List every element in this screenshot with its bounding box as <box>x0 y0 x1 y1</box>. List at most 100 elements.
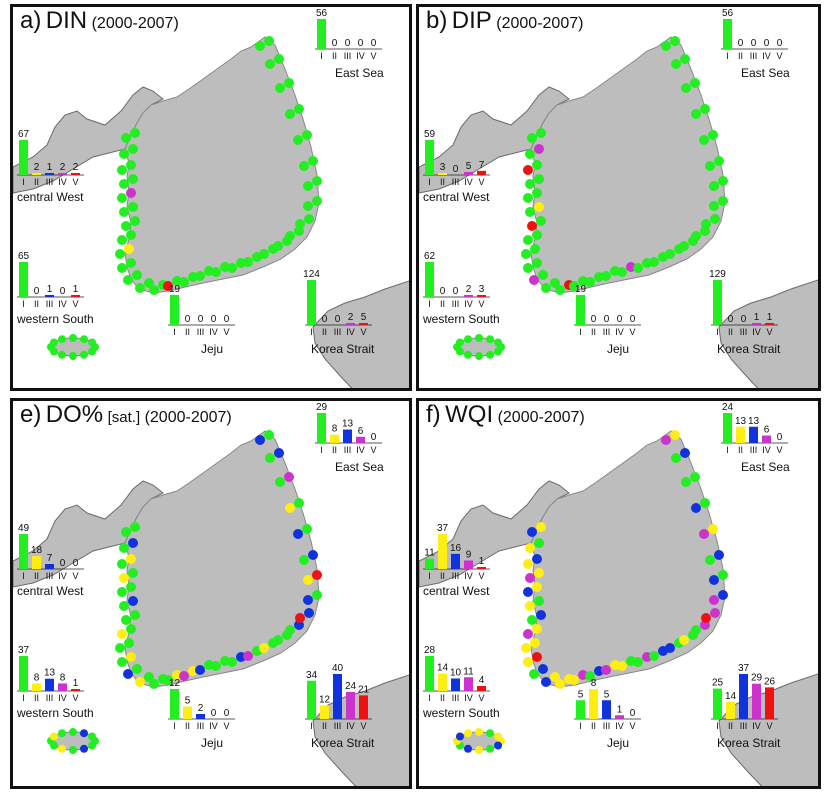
station-II <box>523 559 533 569</box>
station-I <box>661 41 671 51</box>
station-jeju-I <box>58 335 66 344</box>
station-I <box>523 235 533 245</box>
bar-value-label: 67 <box>18 129 30 140</box>
bar-V <box>765 687 774 719</box>
panel-period: (2000-2007) <box>496 15 584 32</box>
station-I <box>144 278 154 288</box>
bar-V <box>71 689 80 691</box>
bar-IV <box>58 173 67 175</box>
station-jeju-I <box>49 338 58 347</box>
station-I <box>119 601 129 611</box>
station-I <box>299 555 309 565</box>
bar-II <box>32 683 41 691</box>
bar-value-label: 0 <box>332 38 338 49</box>
station-II <box>670 430 680 440</box>
station-I <box>227 263 237 273</box>
bar-category-label: IV <box>464 571 473 581</box>
bar-value-label: 13 <box>748 416 760 427</box>
region-label: western South <box>16 312 94 326</box>
station-I <box>312 176 322 186</box>
bar-value-label: 8 <box>60 672 66 683</box>
station-IV <box>709 595 719 605</box>
panel-title: b) DIP (2000-2007) <box>426 9 583 33</box>
bar-category-label: III <box>452 693 460 703</box>
station-II <box>550 672 560 682</box>
station-I <box>117 587 127 597</box>
bar-V <box>71 295 80 297</box>
station-jeju-I <box>464 335 472 344</box>
region-label: East Sea <box>741 66 790 80</box>
bar-value-label: 13 <box>342 419 354 430</box>
station-I <box>285 109 295 119</box>
bar-value-label: 0 <box>741 314 747 325</box>
bar-value-label: 6 <box>764 425 770 436</box>
bar-category-label: III <box>46 693 54 703</box>
station-I <box>710 214 720 224</box>
panel-title: a) DIN (2000-2007) <box>20 9 179 33</box>
station-II <box>708 524 718 534</box>
bar-category-label: II <box>332 51 337 61</box>
bar-II <box>320 705 329 719</box>
bar-I <box>317 413 326 443</box>
bar-category-label: II <box>185 327 190 337</box>
station-I <box>117 193 127 203</box>
bar-V <box>477 170 486 175</box>
station-I <box>273 241 283 251</box>
panel-variable: DO% <box>45 401 104 428</box>
bar-value-label: 2 <box>60 162 66 173</box>
station-IV <box>534 144 544 154</box>
station-jeju-I <box>486 335 494 344</box>
bar-category-label: II <box>440 693 445 703</box>
bar-IV <box>752 323 761 325</box>
bar-value-label: 0 <box>604 314 610 325</box>
bar-value-label: 11 <box>463 666 474 677</box>
station-jeju-I <box>88 338 97 347</box>
bar-II <box>32 173 41 175</box>
station-I <box>617 267 627 277</box>
station-jeju-I <box>486 744 494 753</box>
bar-value-label: 0 <box>358 38 364 49</box>
station-I <box>274 54 284 64</box>
bar-category-label: IV <box>58 299 67 309</box>
station-jeju-I <box>88 732 97 741</box>
station-III <box>718 590 728 600</box>
bar-IV <box>464 677 473 691</box>
bar-category-label: I <box>173 327 176 337</box>
bar-value-label: 37 <box>738 663 750 674</box>
bar-value-label: 0 <box>777 38 783 49</box>
bar-category-label: II <box>738 51 743 61</box>
bar-value-label: 1 <box>479 556 485 567</box>
bar-I <box>713 688 722 719</box>
bar-category-label: I <box>579 721 582 731</box>
bar-category-label: IV <box>58 693 67 703</box>
station-I <box>130 610 140 620</box>
bar-category-label: V <box>629 327 635 337</box>
station-III <box>691 503 701 513</box>
station-I <box>144 672 154 682</box>
bar-V <box>477 295 486 297</box>
bar-category-label: V <box>72 299 78 309</box>
station-I <box>130 522 140 532</box>
bar-category-label: III <box>740 327 748 337</box>
station-I <box>532 230 542 240</box>
station-I <box>709 181 719 191</box>
bar-II <box>183 706 192 719</box>
bar-value-label: 2 <box>34 162 40 173</box>
station-I <box>532 160 542 170</box>
bar-value-label: 13 <box>44 668 56 679</box>
bar-category-label: III <box>740 721 748 731</box>
panel-subtitle: [sat.] <box>107 409 141 426</box>
bar-value-label: 0 <box>34 286 40 297</box>
station-IV <box>529 275 539 285</box>
station-III <box>128 538 138 548</box>
bar-category-label: III <box>197 721 205 731</box>
station-III <box>195 665 205 675</box>
station-jeju-I <box>69 352 77 360</box>
station-I <box>665 249 675 259</box>
bar-I <box>425 140 434 175</box>
bar-category-label: I <box>320 51 323 61</box>
